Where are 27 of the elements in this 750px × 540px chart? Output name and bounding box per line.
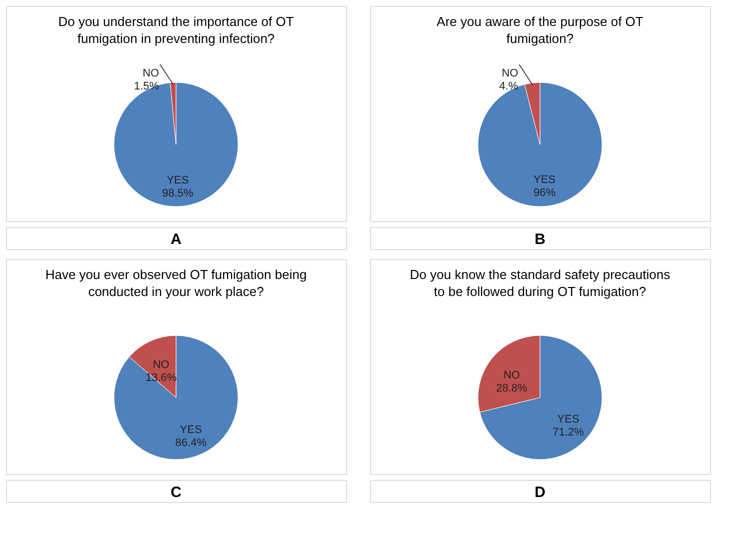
slice-label: NO	[142, 68, 160, 80]
slice-label: NO	[502, 68, 519, 80]
slice-label: YES	[534, 174, 556, 186]
slice-label: YES	[557, 414, 580, 426]
pie-slice	[114, 335, 238, 460]
pie-slice	[480, 335, 602, 460]
chart-title: Have you ever observed OT fumigation being conducted in your work place?	[45, 267, 307, 299]
slice-label: NO	[152, 358, 170, 371]
text: C	[170, 484, 182, 501]
data-label: 28.8%	[496, 382, 528, 394]
chart-title: Do you know the standard safety precautions to be followed during OT fumigation?	[410, 267, 671, 299]
slice-label: NO	[503, 369, 520, 382]
text: D	[534, 484, 546, 501]
data-label: 98.5%	[162, 187, 194, 200]
slice-label: YES	[166, 174, 189, 186]
data-label: 86.4%	[175, 437, 207, 450]
chart-title: Are you aware of the purpose of OT fumigation?	[436, 14, 644, 46]
data-label: 1.5%	[134, 80, 160, 92]
pie-slice	[114, 82, 238, 207]
text: B	[534, 231, 546, 248]
slice-label: YES	[180, 424, 202, 436]
text: A	[170, 231, 182, 248]
pie-slice	[478, 82, 602, 207]
data-label: 96%	[533, 187, 556, 200]
data-label: 71.2%	[552, 426, 584, 439]
data-label: 4.%	[499, 80, 518, 92]
chart-title: Do you understand the importance of OT fumigation in preventing infection?	[58, 14, 294, 46]
